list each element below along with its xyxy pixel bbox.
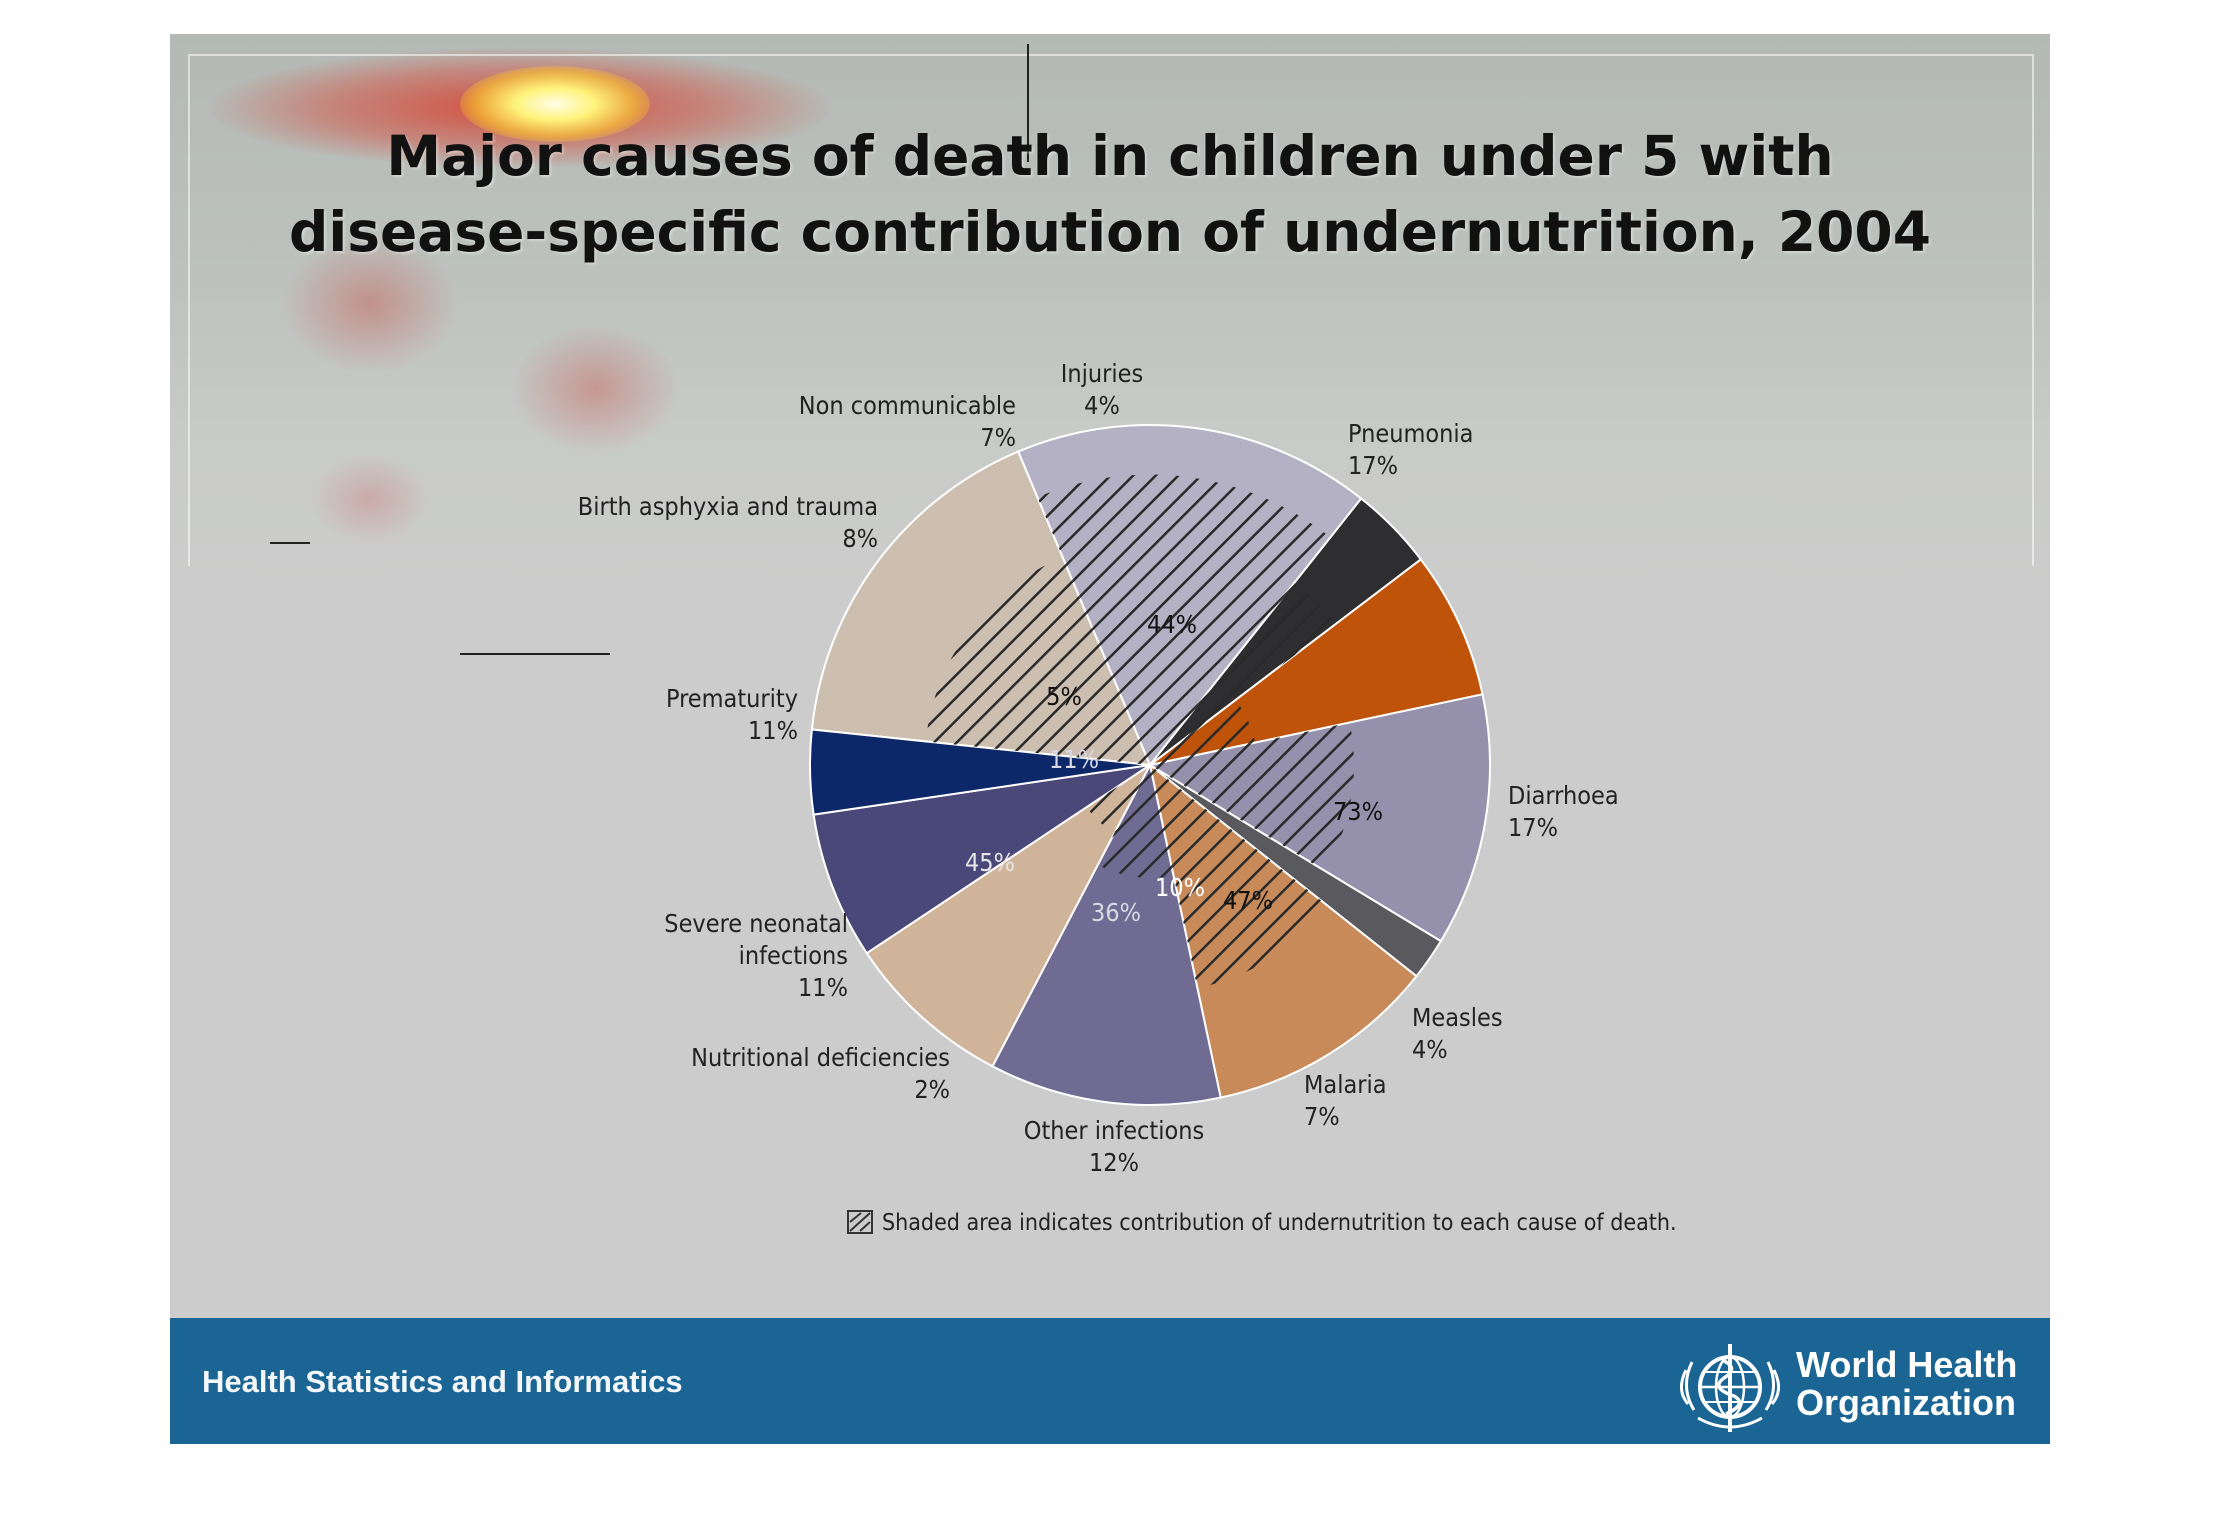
slice-percent: 4%	[1084, 391, 1120, 420]
pie-slice-non-communicable	[812, 764, 1151, 955]
slice-percent: 7%	[980, 423, 1016, 452]
undernutrition-shading	[925, 474, 1354, 989]
title-frame	[188, 54, 2034, 566]
slice-name: Severe neonatal	[664, 909, 848, 938]
divider-line	[1027, 44, 1029, 162]
undernutrition-share-severe-neonatal-infections	[1150, 765, 1329, 989]
slice-label-severe-neonatal-infections: Severe neonatal infections 11%	[664, 909, 848, 1002]
undernutrition-label-other-infections: 36%	[1091, 898, 1141, 927]
slice-label-malaria: Malaria 7%	[1304, 1070, 1387, 1131]
undernutrition-label-prematurity: 11%	[1049, 745, 1099, 774]
legend-swatch	[847, 1210, 873, 1234]
undernutrition-share-other-infections	[1150, 722, 1354, 871]
undernutrition-share-malaria	[1150, 700, 1256, 765]
slice-percent: 7%	[1304, 1102, 1340, 1131]
slice-name: Nutritional deficiencies	[691, 1043, 950, 1072]
title-line-1: Major causes of death in children under …	[386, 124, 1834, 188]
title-line-2: disease-specific contribution of undernu…	[289, 200, 1931, 264]
slide: Major causes of death in children under …	[170, 34, 2050, 1444]
slice-label-nutritional-deficiencies: Nutritional deficiencies 2%	[691, 1043, 950, 1104]
undernutrition-share-birth-asphyxia-and-trauma	[1086, 765, 1150, 833]
slide-title: Major causes of death in children under …	[170, 118, 2050, 270]
who-name: World Health Organization	[1796, 1346, 2017, 1422]
who-name-line-2: Organization	[1796, 1382, 2017, 1423]
slice-name: infections	[739, 941, 848, 970]
slice-percent: 8%	[842, 524, 878, 553]
undernutrition-label-birth-asphyxia-and-trauma: 5%	[1046, 682, 1082, 711]
footer-bar: Health Statistics and Informatics World …	[170, 1318, 2050, 1444]
legend-note: Shaded area indicates contribution of un…	[882, 1210, 1677, 1236]
footer-department: Health Statistics and Informatics	[202, 1364, 683, 1399]
who-name-line-1: World Health	[1796, 1344, 2018, 1385]
slice-name: Injuries	[1061, 359, 1143, 388]
slice-label-other-infections: Other infections 12%	[1024, 1116, 1204, 1177]
slice-percent: 12%	[1089, 1148, 1139, 1177]
slice-name: Malaria	[1304, 1070, 1387, 1099]
undernutrition-share-pneumonia	[925, 557, 1150, 765]
undernutrition-share-prematurity	[1097, 765, 1174, 878]
slice-labels: Pneumonia 17% Diarrhoea 17% Measles 4% Malaria…	[578, 359, 1619, 1177]
divider-line	[270, 542, 310, 544]
legend: Shaded area indicates contribution of un…	[847, 1210, 1677, 1236]
slice-percent: 11%	[748, 716, 798, 745]
slice-label-injuries: Injuries 4%	[1061, 359, 1143, 420]
undernutrition-label-malaria: 10%	[1155, 873, 1205, 902]
undernutrition-label-pneumonia: 44%	[1147, 610, 1197, 639]
slice-name: Other infections	[1024, 1116, 1204, 1145]
pie-slice-birth-asphyxia-and-trauma	[865, 764, 1151, 1068]
slice-percent: 4%	[1412, 1035, 1448, 1064]
slice-label-pneumonia: Pneumonia 17%	[1348, 419, 1473, 480]
slice-percent: 11%	[798, 973, 848, 1002]
undernutrition-label-measles: 47%	[1223, 886, 1273, 915]
pie-slice-injuries	[809, 728, 1151, 816]
undernutrition-share-diarrhoea	[1037, 474, 1331, 765]
undernutrition-label-severe-neonatal-infections: 45%	[965, 848, 1015, 877]
slice-name: Prematurity	[666, 684, 798, 713]
slice-percent: 2%	[914, 1075, 950, 1104]
slice-label-measles: Measles 4%	[1412, 1003, 1503, 1064]
pie-slices	[809, 424, 1491, 1106]
slice-label-birth-asphyxia-and-trauma: Birth asphyxia and trauma 8%	[578, 492, 878, 553]
slice-label-non-communicable: Non communicable 7%	[799, 391, 1016, 452]
slice-percent: 17%	[1508, 813, 1558, 842]
slice-name: Diarrhoea	[1508, 781, 1619, 810]
undernutrition-label-diarrhoea: 73%	[1333, 797, 1383, 826]
who-emblem-icon	[1680, 1344, 1780, 1432]
undernutrition-labels: 44% 73% 47% 10% 36% 45% 11% 5%	[965, 610, 1383, 927]
slice-name: Non communicable	[799, 391, 1016, 420]
slice-name: Measles	[1412, 1003, 1503, 1032]
divider-line	[460, 653, 610, 655]
slice-name: Pneumonia	[1348, 419, 1473, 448]
slice-percent: 17%	[1348, 451, 1398, 480]
slice-name: Birth asphyxia and trauma	[578, 492, 878, 521]
pie-chart: Pneumonia 17% Diarrhoea 17% Measles 4% Malaria…	[578, 359, 1677, 1236]
slice-label-prematurity: Prematurity 11%	[666, 684, 798, 745]
slice-label-diarrhoea: Diarrhoea 17%	[1508, 781, 1619, 842]
undernutrition-share-measles	[1150, 582, 1336, 765]
